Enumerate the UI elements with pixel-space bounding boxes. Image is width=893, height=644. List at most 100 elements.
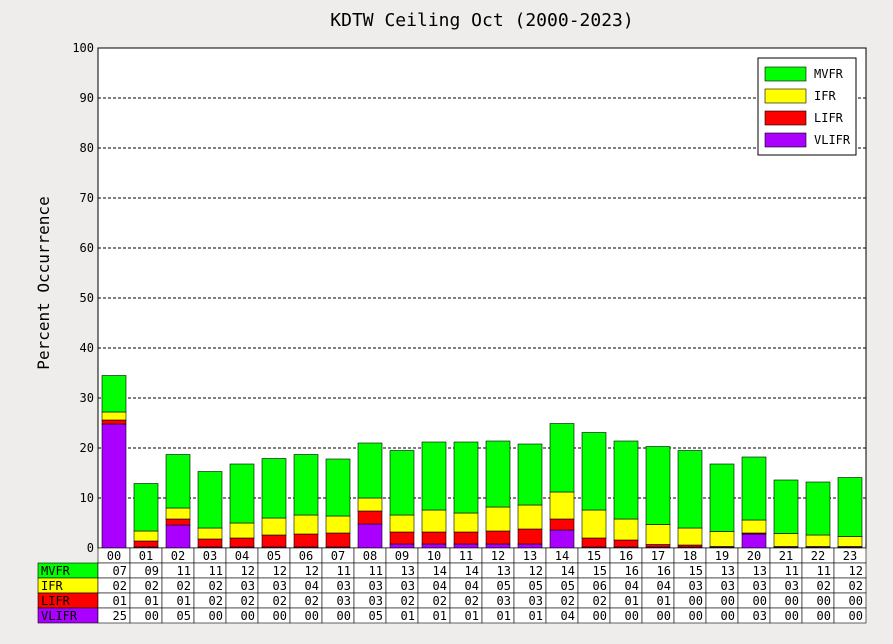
table-value: 04 [433,579,447,593]
x-tick-label: 08 [363,549,377,563]
bar-ifr-segment [837,536,863,547]
x-tick-label: 05 [267,549,281,563]
table-value: 12 [849,564,863,578]
table-value: 05 [497,579,511,593]
table-value: 00 [593,609,607,623]
table-value: 03 [369,594,383,608]
row-label: MVFR [41,564,71,578]
table-value: 00 [305,609,319,623]
bar-lifr-segment [485,530,511,545]
table-value: 03 [273,579,287,593]
table-value: 02 [465,594,479,608]
data-table: 00 01 02 03 04 05 06 07 08 09 10 11 12 13 14 15 16 17 18 19… [37,547,867,624]
bar-mvfr-segment [581,432,607,511]
bar-vlifr-segment [485,543,511,549]
x-tick-label: 18 [683,549,697,563]
table-value: 00 [145,609,159,623]
bar-mvfr-segment [485,440,511,508]
bar-ifr-segment [165,507,191,520]
table-value: 03 [497,594,511,608]
y-tick-label: 0 [87,541,94,555]
bar-ifr-segment [485,506,511,532]
bar-ifr-segment [229,522,255,539]
table-value: 06 [593,579,607,593]
bar-mvfr-segment [261,458,287,519]
bar-mvfr-segment [613,440,639,520]
x-tick-label: 17 [651,549,665,563]
table-value: 02 [209,594,223,608]
x-tick-label: 15 [587,549,601,563]
table-value: 11 [817,564,831,578]
x-tick-label: 16 [619,549,633,563]
x-tick-label: 02 [171,549,185,563]
table-value: 00 [753,594,767,608]
bar-ifr-segment [613,518,639,541]
bar-ifr-segment [773,533,799,547]
table-value: 04 [561,609,575,623]
bar-ifr-segment [133,530,159,542]
legend-label: IFR [814,89,836,103]
bar-lifr-segment [197,538,223,548]
bar-ifr-segment [357,497,383,512]
bar-mvfr-segment [357,442,383,499]
table-value: 00 [721,609,735,623]
table-value: 16 [625,564,639,578]
bar-lifr-segment [133,540,159,548]
x-tick-label: 19 [715,549,729,563]
bar-ifr-segment [325,515,351,534]
table-value: 03 [689,579,703,593]
table-value: 00 [849,609,863,623]
bar-mvfr-segment [325,458,351,517]
table-value: 00 [337,609,351,623]
table-value: 07 [113,564,127,578]
bar-lifr-segment [261,534,287,548]
bar-vlifr-segment [389,543,415,549]
x-tick-label: 20 [747,549,761,563]
bar-lifr-segment [613,539,639,548]
table-value: 12 [305,564,319,578]
x-tick-label: 13 [523,549,537,563]
x-tick-label: 23 [843,549,857,563]
y-axis-ticks: 0 10 20 30 40 50 60 70 80 90 100 [72,41,94,555]
table-value: 03 [337,594,351,608]
table-value: 15 [689,564,703,578]
x-tick-label: 07 [331,549,345,563]
table-value: 03 [401,579,415,593]
table-cell [833,607,867,624]
table-value: 00 [241,609,255,623]
legend-label: MVFR [814,67,844,81]
table-value: 02 [817,579,831,593]
x-tick-label: 01 [139,549,153,563]
table-value: 05 [529,579,543,593]
table-value: 00 [721,594,735,608]
y-tick-label: 90 [80,91,94,105]
table-value: 13 [401,564,415,578]
bar-mvfr-segment [165,454,191,509]
table-value: 01 [113,594,127,608]
table-value: 01 [625,594,639,608]
table-value: 00 [689,609,703,623]
table-value: 02 [401,594,415,608]
bar-ifr-segment [517,504,543,530]
bar-ifr-segment [645,524,671,545]
legend-label: VLIFR [814,133,851,147]
bar-lifr-segment [453,531,479,545]
legend-swatch-lifr [764,110,807,126]
bar-ifr-segment [453,512,479,533]
table-value: 01 [433,609,447,623]
x-tick-label: 22 [811,549,825,563]
table-value: 03 [369,579,383,593]
y-tick-label: 20 [80,441,94,455]
table-value: 14 [561,564,575,578]
bar-lifr-segment [101,419,127,425]
table-value: 11 [209,564,223,578]
x-tick-label: 11 [459,549,473,563]
y-tick-label: 80 [80,141,94,155]
y-tick-label: 70 [80,191,94,205]
bar-ifr-segment [741,519,767,534]
table-value: 00 [689,594,703,608]
table-value: 01 [657,594,671,608]
bar-vlifr-segment [421,543,447,549]
bar-ifr-segment [709,531,735,547]
table-value: 02 [849,579,863,593]
